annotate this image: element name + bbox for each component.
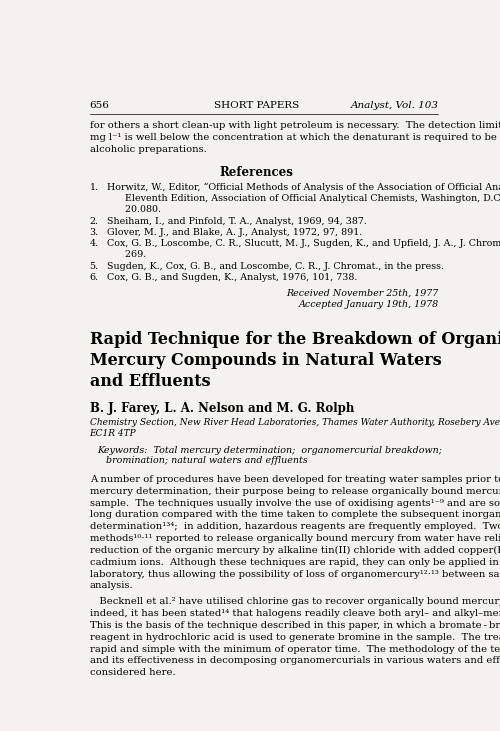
Text: 1.: 1. bbox=[90, 183, 98, 192]
Text: 656: 656 bbox=[90, 101, 110, 110]
Text: sample.  The techniques usually involve the use of oxidising agents¹⁻⁹ and are s: sample. The techniques usually involve t… bbox=[90, 499, 500, 507]
Text: B. J. Farey, L. A. Nelson and M. G. Rolph: B. J. Farey, L. A. Nelson and M. G. Rolp… bbox=[90, 402, 354, 415]
Text: EC1R 4TP: EC1R 4TP bbox=[90, 429, 136, 438]
Text: long duration compared with the time taken to complete the subsequent inorganic : long duration compared with the time tak… bbox=[90, 510, 500, 520]
Text: for others a short clean-up with light petroleum is necessary.  The detection li: for others a short clean-up with light p… bbox=[90, 121, 500, 131]
Text: considered here.: considered here. bbox=[90, 668, 176, 678]
Text: determination¹³⁴;  in addition, hazardous reagents are frequently employed.  Two: determination¹³⁴; in addition, hazardous… bbox=[90, 523, 500, 531]
Text: This is the basis of the technique described in this paper, in which a bromate -: This is the basis of the technique descr… bbox=[90, 621, 500, 630]
Text: rapid and simple with the minimum of operator time.  The methodology of the tech: rapid and simple with the minimum of ope… bbox=[90, 645, 500, 654]
Text: methods¹⁰·¹¹ reported to release organically bound mercury from water have relie: methods¹⁰·¹¹ reported to release organic… bbox=[90, 534, 500, 543]
Text: reagent in hydrochloric acid is used to generate bromine in the sample.  The tre: reagent in hydrochloric acid is used to … bbox=[90, 633, 500, 642]
Text: Cox, G. B., and Sugden, K., Analyst, 1976, 101, 738.: Cox, G. B., and Sugden, K., Analyst, 197… bbox=[107, 273, 358, 281]
Text: Received November 25th, 1977: Received November 25th, 1977 bbox=[286, 289, 438, 298]
Text: References: References bbox=[220, 167, 293, 179]
Text: 2.: 2. bbox=[90, 216, 98, 226]
Text: 20.080.: 20.080. bbox=[107, 205, 161, 214]
Text: 4.: 4. bbox=[90, 239, 98, 248]
Text: laboratory, thus allowing the possibility of loss of organomercury¹²·¹³ between : laboratory, thus allowing the possibilit… bbox=[90, 569, 500, 578]
Text: Sheiham, I., and Pinfold, T. A., Analyst, 1969, 94, 387.: Sheiham, I., and Pinfold, T. A., Analyst… bbox=[107, 216, 367, 226]
Text: Accepted January 19th, 1978: Accepted January 19th, 1978 bbox=[298, 300, 438, 309]
Text: Cox, G. B., Loscombe, C. R., Slucutt, M. J., Sugden, K., and Upfield, J. A., J. : Cox, G. B., Loscombe, C. R., Slucutt, M.… bbox=[107, 239, 500, 248]
Text: bromination; natural waters and effluents: bromination; natural waters and effluent… bbox=[98, 456, 308, 466]
Text: analysis.: analysis. bbox=[90, 581, 133, 591]
Text: Mercury Compounds in Natural Waters: Mercury Compounds in Natural Waters bbox=[90, 352, 442, 369]
Text: alcoholic preparations.: alcoholic preparations. bbox=[90, 145, 206, 154]
Text: 3.: 3. bbox=[90, 228, 99, 237]
Text: Analyst, Vol. 103: Analyst, Vol. 103 bbox=[350, 101, 438, 110]
Text: Sugden, K., Cox, G. B., and Loscombe, C. R., J. Chromat., in the press.: Sugden, K., Cox, G. B., and Loscombe, C.… bbox=[107, 262, 444, 270]
Text: Eleventh Edition, Association of Official Analytical Chemists, Washington, D.C.,: Eleventh Edition, Association of Officia… bbox=[107, 194, 500, 203]
Text: 269.: 269. bbox=[107, 250, 146, 260]
Text: 5.: 5. bbox=[90, 262, 99, 270]
Text: Horwitz, W., Editor, “Official Methods of Analysis of the Association of Officia: Horwitz, W., Editor, “Official Methods o… bbox=[107, 183, 500, 192]
Text: and its effectiveness in decomposing organomercurials in various waters and effl: and its effectiveness in decomposing org… bbox=[90, 656, 500, 665]
Text: Rapid Technique for the Breakdown of Organic: Rapid Technique for the Breakdown of Org… bbox=[90, 330, 500, 348]
Text: 6.: 6. bbox=[90, 273, 99, 281]
Text: mercury determination, their purpose being to release organically bound mercury : mercury determination, their purpose bei… bbox=[90, 487, 500, 496]
Text: mg l⁻¹ is well below the concentration at which the denaturant is required to be: mg l⁻¹ is well below the concentration a… bbox=[90, 133, 500, 143]
Text: Becknell et al.² have utilised chlorine gas to recover organically bound mercury: Becknell et al.² have utilised chlorine … bbox=[90, 597, 500, 606]
Text: indeed, it has been stated¹⁴ that halogens readily cleave both aryl– and alkyl–m: indeed, it has been stated¹⁴ that haloge… bbox=[90, 609, 500, 618]
Text: Keywords:  Total mercury determination;  organomercurial breakdown;: Keywords: Total mercury determination; o… bbox=[98, 446, 442, 455]
Text: Glover, M. J., and Blake, A. J., Analyst, 1972, 97, 891.: Glover, M. J., and Blake, A. J., Analyst… bbox=[107, 228, 362, 237]
Text: Chemistry Section, New River Head Laboratories, Thames Water Authority, Rosebery: Chemistry Section, New River Head Labora… bbox=[90, 418, 500, 427]
Text: SHORT PAPERS: SHORT PAPERS bbox=[214, 101, 299, 110]
Text: reduction of the organic mercury by alkaline tin(II) chloride with added copper(: reduction of the organic mercury by alka… bbox=[90, 546, 500, 555]
Text: and Effluents: and Effluents bbox=[90, 374, 210, 390]
Text: A number of procedures have been developed for treating water samples prior to t: A number of procedures have been develop… bbox=[90, 475, 500, 484]
Text: cadmium ions.  Although these techniques are rapid, they can only be applied in : cadmium ions. Although these techniques … bbox=[90, 558, 500, 567]
